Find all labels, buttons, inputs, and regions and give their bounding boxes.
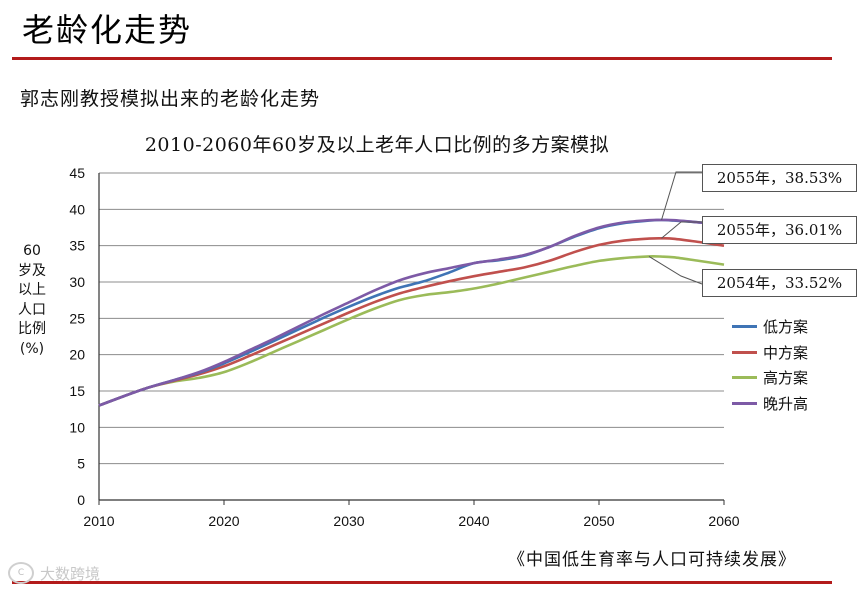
chart-title: 2010-2060年60岁及以上老年人口比例的多方案模拟 [144, 134, 610, 156]
legend-swatch-high [732, 376, 757, 380]
x-tick-label: 2040 [458, 513, 489, 529]
legend-item-late: 晚升高 [732, 391, 808, 417]
callout-leader-line [661, 171, 702, 221]
legend-label-high: 高方案 [763, 369, 809, 388]
x-tick-label: 2020 [208, 513, 239, 529]
footer-divider [12, 581, 832, 584]
series-line-mid [98, 236, 725, 407]
source-citation: 《中国低生育率与人口可持续发展》 [508, 550, 796, 570]
x-tick-label: 2050 [583, 513, 614, 529]
y-tick-label: 5 [77, 456, 85, 472]
x-tick-label: 2030 [333, 513, 364, 529]
y-tick-label: 20 [69, 347, 85, 363]
series-line-high [98, 255, 725, 407]
title-divider [12, 57, 832, 60]
legend-swatch-low [732, 325, 757, 329]
callout-mid-peak: 2055年，36.01% [702, 216, 857, 244]
watermark-text: 大数跨境 [40, 564, 101, 583]
callout-high-peak: 2054年，33.52% [702, 269, 857, 297]
y-tick-label: 35 [69, 238, 85, 254]
x-tick-label: 2010 [83, 513, 114, 529]
y-axis-label: 60岁及以上人口比例(%) [18, 243, 46, 357]
callout-leader-line [648, 255, 703, 285]
y-tick-label: 0 [77, 492, 85, 508]
y-tick-label: 25 [69, 310, 85, 326]
series-line-late [98, 218, 725, 407]
legend: 低方案 中方案 高方案 晚升高 [732, 314, 808, 416]
callout-leader-line [661, 221, 702, 239]
y-tick-label: 15 [69, 383, 85, 399]
y-tick-label: 45 [69, 165, 85, 181]
callout-low-peak: 2055年，38.53% [702, 164, 857, 192]
watermark-logo-icon: C [8, 562, 34, 584]
legend-label-low: 低方案 [763, 318, 809, 337]
page-title: 老龄化走势 [22, 11, 193, 49]
x-tick-label: 2060 [708, 513, 739, 529]
legend-label-mid: 中方案 [763, 343, 809, 362]
y-tick-label: 10 [69, 419, 85, 435]
legend-item-low: 低方案 [732, 314, 808, 340]
legend-swatch-late [732, 401, 757, 405]
y-tick-label: 30 [69, 274, 85, 290]
watermark: C 大数跨境 [8, 562, 100, 584]
legend-item-mid: 中方案 [732, 340, 808, 366]
y-tick-label: 40 [69, 201, 85, 217]
legend-label-late: 晚升高 [763, 394, 809, 413]
page-subtitle: 郭志刚教授模拟出来的老龄化走势 [20, 88, 321, 110]
legend-swatch-mid [732, 350, 757, 354]
legend-item-high: 高方案 [732, 365, 808, 391]
